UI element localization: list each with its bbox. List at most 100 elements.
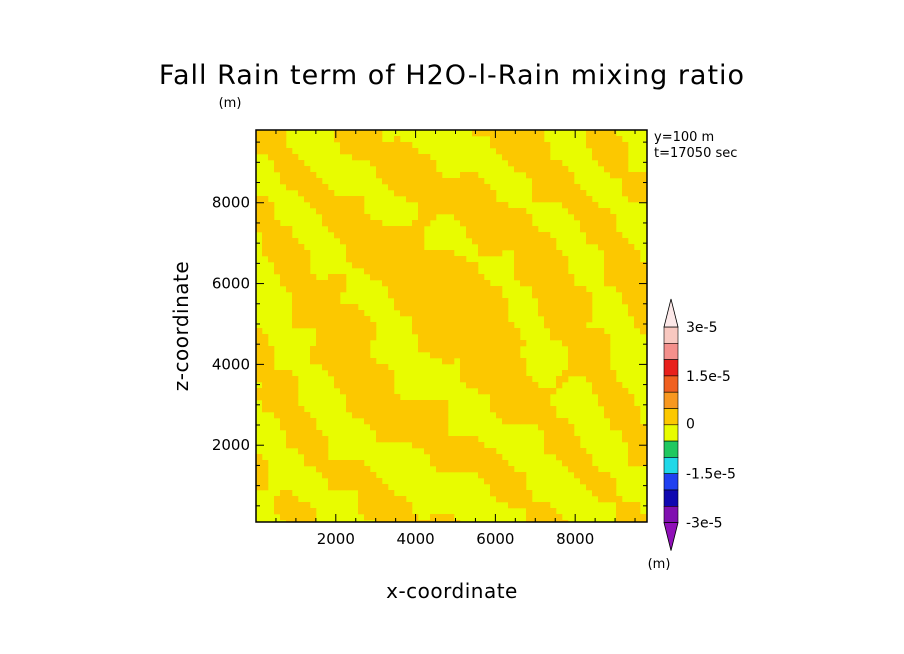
field-cell-positive [544, 154, 551, 161]
field-cell-positive [268, 202, 275, 209]
field-cell-positive [364, 358, 371, 365]
field-cell-positive [286, 184, 293, 191]
field-cell-positive [292, 412, 299, 419]
field-cell-positive [526, 520, 533, 523]
field-cell-positive [496, 382, 503, 389]
field-cell-positive [598, 220, 605, 227]
field-cell-positive [418, 424, 425, 431]
field-cell-positive [634, 184, 641, 191]
field-cell-positive [484, 364, 491, 371]
field-cell-positive [520, 340, 527, 347]
field-cell-positive [340, 460, 347, 467]
field-cell-positive [430, 280, 437, 287]
field-cell-positive [460, 322, 467, 329]
field-cell-positive [328, 340, 335, 347]
field-cell-positive [586, 310, 593, 317]
field-cell-positive [634, 262, 641, 269]
field-cell-positive [526, 226, 533, 233]
field-cell-positive [310, 520, 317, 523]
field-cell-positive [436, 448, 443, 455]
field-cell-positive [586, 376, 593, 383]
field-cell-positive [490, 466, 497, 473]
field-cell-positive [634, 292, 641, 299]
field-cell-positive [322, 322, 329, 329]
field-cell-positive [364, 316, 371, 323]
field-cell-positive [550, 250, 557, 257]
field-cell-positive [454, 262, 461, 269]
field-cell-positive [622, 262, 629, 269]
field-cell-positive [640, 454, 647, 461]
field-cell-positive [394, 298, 401, 305]
field-cell-positive [532, 406, 539, 413]
field-cell-positive [352, 382, 359, 389]
field-cell-positive [358, 508, 365, 515]
field-cell-positive [472, 178, 479, 185]
field-cell-positive [556, 160, 563, 167]
field-cell-positive [334, 370, 341, 377]
field-cell-positive [544, 178, 551, 185]
field-cell-positive [262, 358, 269, 365]
field-cell-positive [538, 520, 545, 523]
field-cell-positive [586, 340, 593, 347]
field-cell-positive [526, 388, 533, 395]
field-cell-positive [562, 184, 569, 191]
field-cell-positive [502, 418, 509, 425]
field-cell-positive [328, 478, 335, 485]
field-cell-positive [418, 256, 425, 263]
field-cell-positive [304, 268, 311, 275]
field-cell-positive [316, 202, 323, 209]
field-cell-positive [544, 184, 551, 191]
field-cell-positive [370, 220, 377, 227]
field-cell-positive [346, 358, 353, 365]
field-cell-positive [460, 370, 467, 377]
field-cell-positive [430, 256, 437, 263]
field-cell-positive [520, 160, 527, 167]
field-cell-positive [544, 316, 551, 323]
field-cell-positive [538, 262, 545, 269]
field-cell-positive [604, 142, 611, 149]
field-cell-positive [460, 454, 467, 461]
field-cell-positive [292, 160, 299, 167]
field-cell-positive [628, 268, 635, 275]
field-cell-positive [424, 328, 431, 335]
field-cell-positive [556, 436, 563, 443]
field-cell-positive [586, 142, 593, 149]
field-cell-positive [466, 358, 473, 365]
y-axis-label: z-coordinate [169, 261, 193, 391]
field-cell-positive [454, 268, 461, 275]
field-cell-positive [262, 400, 269, 407]
field-cell-positive [496, 370, 503, 377]
field-cell-positive [256, 226, 263, 233]
field-cell-positive [370, 334, 377, 341]
field-cell-positive [292, 280, 299, 287]
field-cell-positive [520, 400, 527, 407]
field-cell-positive [490, 238, 497, 245]
field-cell-positive [340, 148, 347, 155]
field-cell-positive [418, 418, 425, 425]
field-cell-positive [472, 298, 479, 305]
field-cell-positive [364, 154, 371, 161]
field-cell-positive [346, 256, 353, 263]
field-cell-positive [448, 208, 455, 215]
field-cell-positive [568, 292, 575, 299]
field-cell-positive [466, 376, 473, 383]
field-cell-positive [352, 400, 359, 407]
field-cell-positive [586, 454, 593, 461]
field-cell-positive [556, 376, 563, 383]
field-cell-positive [364, 370, 371, 377]
field-cell-positive [358, 334, 365, 341]
field-cell-positive [430, 454, 437, 461]
field-cell-positive [520, 238, 527, 245]
field-cell-positive [322, 448, 329, 455]
field-cell-positive [586, 304, 593, 311]
field-cell-positive [466, 304, 473, 311]
field-cell-positive [388, 418, 395, 425]
field-cell-positive [526, 148, 533, 155]
field-cell-positive [532, 244, 539, 251]
field-cell-positive [448, 292, 455, 299]
field-cell-positive [412, 220, 419, 227]
field-cell-positive [430, 442, 437, 449]
field-cell-positive [316, 322, 323, 329]
field-cell-positive [466, 196, 473, 203]
field-cell-positive [466, 214, 473, 221]
